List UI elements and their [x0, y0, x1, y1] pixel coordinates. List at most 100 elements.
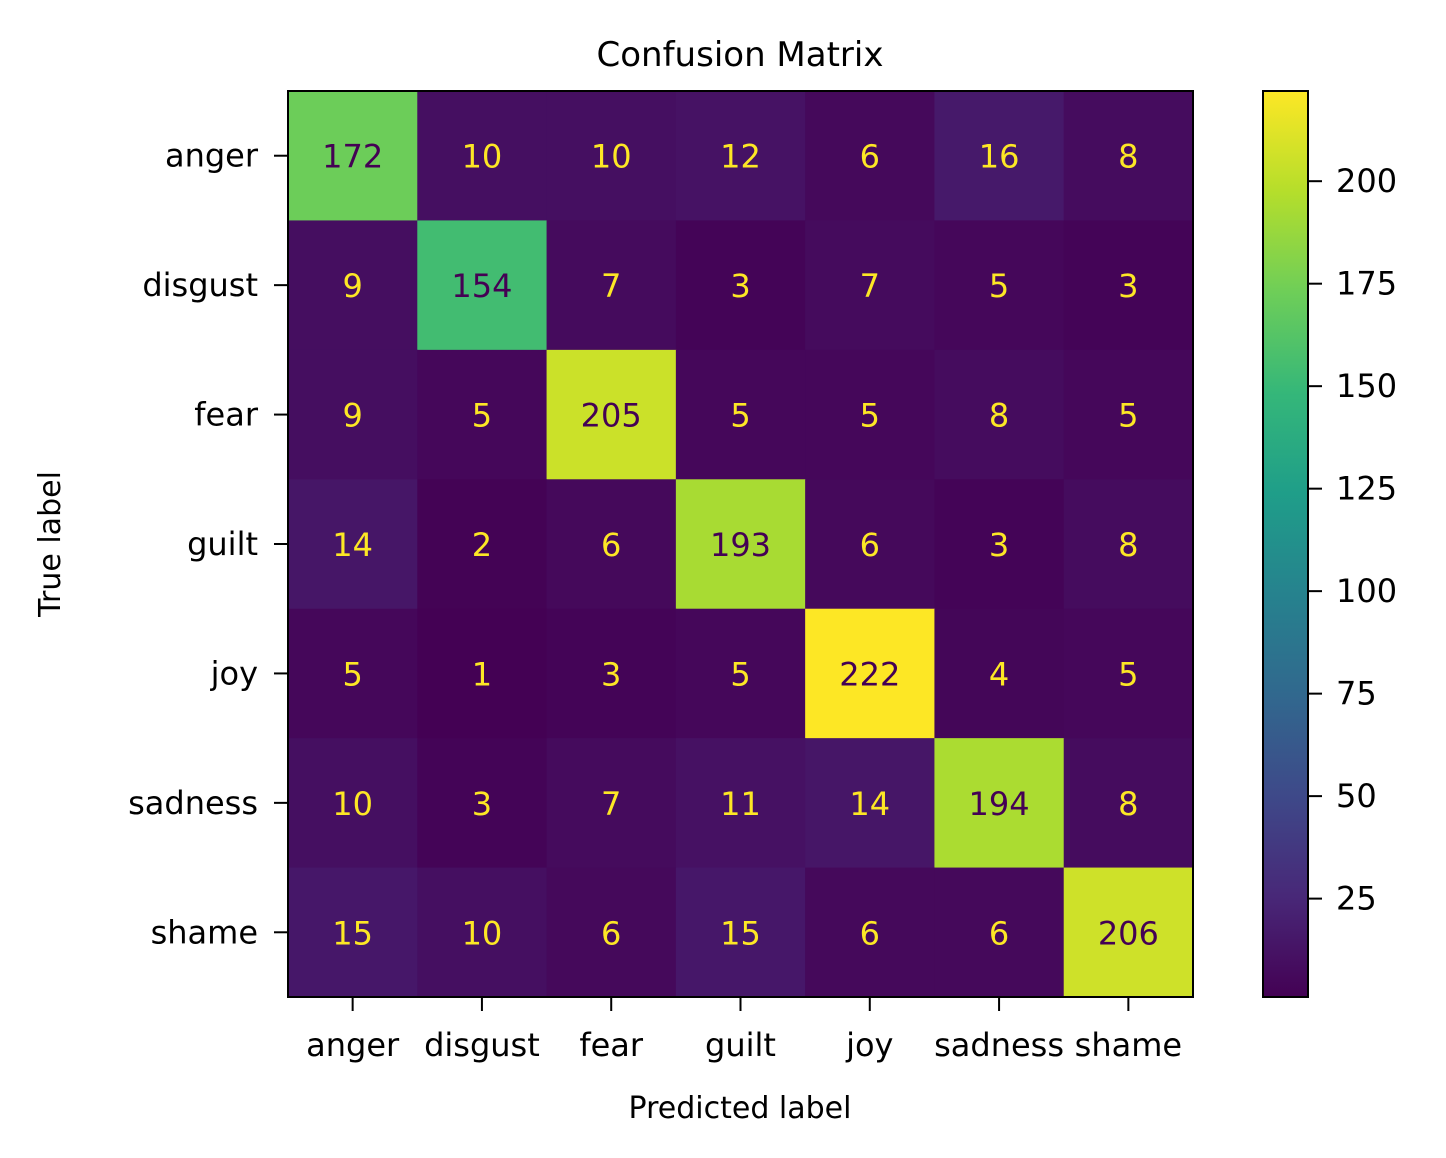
heatmap-cell	[546, 479, 677, 610]
cell-value-label: 8	[1118, 785, 1138, 823]
y-tick-label: fear	[194, 396, 259, 434]
cell-value-label: 4	[989, 655, 1009, 693]
cell-value-label: 5	[1118, 655, 1138, 693]
colorbar-tick-label: 100	[1336, 572, 1397, 610]
cell-value-label: 2	[472, 526, 492, 564]
heatmap-cell	[805, 479, 936, 610]
x-tick-label: sadness	[934, 1026, 1064, 1064]
cell-value-label: 206	[1098, 914, 1159, 952]
cell-value-label: 6	[860, 138, 880, 176]
heatmap-cell	[1063, 608, 1194, 739]
heatmap-cell	[934, 220, 1065, 351]
y-tick-label: disgust	[142, 266, 258, 304]
x-tick-label: anger	[306, 1026, 400, 1064]
heatmap-cell	[417, 867, 548, 998]
x-tick-label: joy	[845, 1026, 893, 1064]
heatmap-cell	[288, 608, 418, 739]
cell-value-label: 5	[342, 655, 362, 693]
y-axis-label: True label	[33, 471, 68, 618]
cell-value-label: 10	[591, 138, 632, 176]
heatmap-cell	[934, 738, 1065, 869]
heatmap-cell	[934, 349, 1065, 480]
x-axis-ticks: anger disgust fear guilt joy sadness shame	[306, 997, 1182, 1064]
cell-value-label: 15	[720, 914, 761, 952]
cell-value-label: 3	[1118, 267, 1138, 305]
heatmap-cell	[934, 91, 1065, 222]
cell-value-label: 193	[710, 526, 771, 564]
cell-value-label: 154	[451, 267, 512, 305]
heatmap-cell	[288, 220, 418, 351]
heatmap-cell	[546, 608, 677, 739]
heatmap-cell	[417, 91, 548, 222]
heatmap-cell	[1063, 91, 1194, 222]
cell-value-label: 9	[342, 397, 362, 435]
y-axis-ticks: anger disgust fear guilt joy sadness shame	[128, 137, 288, 951]
cell-value-label: 1	[472, 655, 492, 693]
cell-value-label: 205	[581, 397, 642, 435]
cell-value-label: 5	[860, 397, 880, 435]
cell-value-label: 5	[472, 397, 492, 435]
cell-value-label: 8	[1118, 526, 1138, 564]
y-tick-label: shame	[151, 913, 258, 951]
cell-value-label: 6	[989, 914, 1009, 952]
cell-value-label: 16	[979, 138, 1020, 176]
heatmap-cell	[675, 867, 806, 998]
x-axis-label: Predicted label	[629, 1091, 852, 1126]
heatmap-cell	[934, 867, 1065, 998]
heatmap-cell	[288, 349, 418, 480]
heatmap-cell	[675, 220, 806, 351]
heatmap-cell	[288, 91, 418, 222]
cell-value-label: 3	[472, 785, 492, 823]
cell-value-label: 6	[601, 526, 621, 564]
heatmap-cell	[417, 608, 548, 739]
colorbar-ticks: 25 50 75 100 125 150 175 200	[1308, 162, 1397, 918]
heatmap-cell	[1063, 349, 1194, 480]
colorbar-tick-label: 150	[1336, 367, 1397, 405]
chart-title: Confusion Matrix	[597, 35, 884, 75]
heatmap-cell	[546, 91, 677, 222]
cell-value-label: 5	[1118, 397, 1138, 435]
cell-value-label: 3	[601, 655, 621, 693]
y-tick-label: anger	[165, 137, 259, 175]
cell-value-label: 11	[720, 785, 761, 823]
cell-value-label: 10	[462, 914, 503, 952]
cell-value-label: 14	[332, 526, 373, 564]
cell-value-label: 9	[342, 267, 362, 305]
heatmap-cell	[675, 479, 806, 610]
x-tick-label: fear	[579, 1026, 644, 1064]
heatmap-cell	[805, 349, 936, 480]
cell-value-label: 3	[730, 267, 750, 305]
heatmap-cell	[417, 738, 548, 869]
cell-value-label: 14	[849, 785, 890, 823]
cell-value-label: 5	[730, 397, 750, 435]
heatmap-cell	[675, 91, 806, 222]
cell-value-label: 172	[322, 138, 383, 176]
y-tick-label: sadness	[128, 784, 258, 822]
colorbar-tick-label: 175	[1336, 265, 1397, 303]
cell-value-label: 6	[601, 914, 621, 952]
heatmap-cell	[805, 738, 936, 869]
heatmap-cell	[1063, 867, 1194, 998]
y-tick-label: guilt	[187, 525, 258, 563]
heatmap-cell	[934, 479, 1065, 610]
heatmap-cell	[805, 91, 936, 222]
cell-value-label: 6	[860, 526, 880, 564]
colorbar-tick-label: 125	[1336, 470, 1397, 508]
cell-value-label: 194	[969, 785, 1030, 823]
colorbar-gradient	[1263, 91, 1308, 997]
heatmap-cell	[675, 608, 806, 739]
colorbar-tick-label: 75	[1336, 675, 1377, 713]
cell-value-label: 8	[989, 397, 1009, 435]
colorbar-tick-label: 200	[1336, 162, 1397, 200]
cell-value-label: 7	[601, 267, 621, 305]
cell-value-label: 7	[601, 785, 621, 823]
heatmap-cell	[417, 349, 548, 480]
heatmap-cell	[288, 738, 418, 869]
cell-value-label: 12	[720, 138, 761, 176]
colorbar-tick-label: 50	[1336, 777, 1377, 815]
cell-value-label: 10	[332, 785, 373, 823]
heatmap-cell	[546, 349, 677, 480]
cell-value-label: 5	[730, 655, 750, 693]
heatmap-cell	[805, 220, 936, 351]
